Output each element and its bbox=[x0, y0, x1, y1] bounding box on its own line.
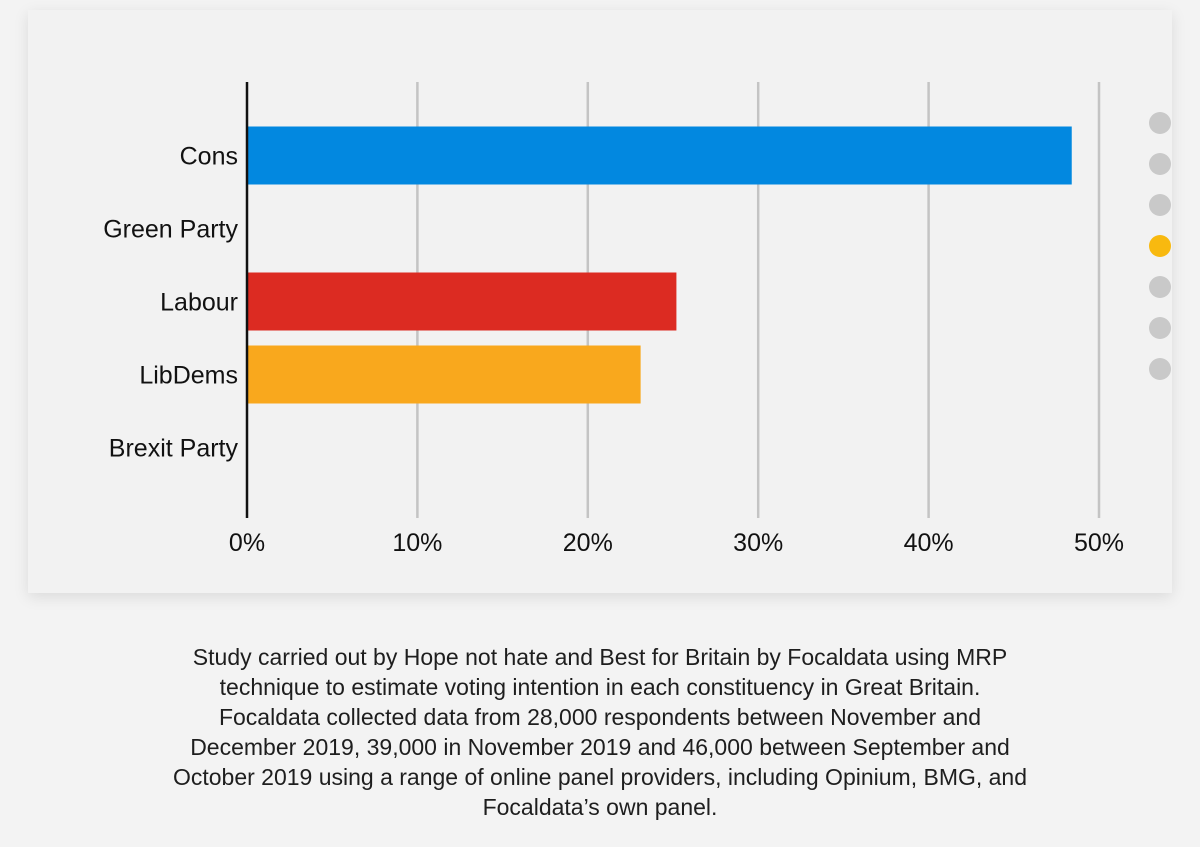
x-tick-labels: 0% 10% 20% 30% 40% 50% bbox=[229, 529, 1124, 557]
pager-dot-7[interactable] bbox=[1149, 358, 1171, 380]
x-tick-label: 20% bbox=[563, 529, 613, 557]
bar-libdems bbox=[247, 345, 641, 404]
bar-cons bbox=[247, 126, 1072, 185]
pager-dot-3[interactable] bbox=[1149, 194, 1171, 216]
source-caption: Study carried out by Hope not hate and B… bbox=[100, 642, 1100, 822]
caption-line: technique to estimate voting intention i… bbox=[219, 674, 981, 700]
category-labels: Cons Green Party Labour LibDems Brexit Party bbox=[103, 143, 238, 463]
caption-line: Study carried out by Hope not hate and B… bbox=[192, 644, 1008, 670]
bar-chart: Cons Green Party Labour LibDems Brexit Party… bbox=[103, 82, 1124, 557]
category-label: Brexit Party bbox=[109, 435, 239, 463]
pager-dot-5[interactable] bbox=[1149, 276, 1171, 298]
x-tick-label: 0% bbox=[229, 529, 265, 557]
slide-pager[interactable] bbox=[1149, 112, 1173, 399]
x-tick-label: 50% bbox=[1074, 529, 1124, 557]
bars bbox=[247, 126, 1072, 404]
x-tick-label: 30% bbox=[733, 529, 783, 557]
category-label: Labour bbox=[160, 289, 238, 317]
category-label: LibDems bbox=[139, 362, 238, 390]
caption-line: Focaldata’s own panel. bbox=[482, 794, 718, 820]
category-label: Green Party bbox=[103, 216, 238, 244]
bar-labour bbox=[247, 272, 677, 331]
x-tick-label: 40% bbox=[904, 529, 954, 557]
pager-dot-4[interactable] bbox=[1149, 235, 1171, 257]
caption-line: October 2019 using a range of online pan… bbox=[172, 764, 1028, 790]
pager-dot-1[interactable] bbox=[1149, 112, 1171, 134]
caption-line: Focaldata collected data from 28,000 res… bbox=[218, 704, 982, 730]
category-label: Cons bbox=[180, 143, 238, 171]
x-tick-label: 10% bbox=[392, 529, 442, 557]
pager-dot-2[interactable] bbox=[1149, 153, 1171, 175]
pager-dot-6[interactable] bbox=[1149, 317, 1171, 339]
caption-line: December 2019, 39,000 in November 2019 a… bbox=[190, 734, 1010, 760]
